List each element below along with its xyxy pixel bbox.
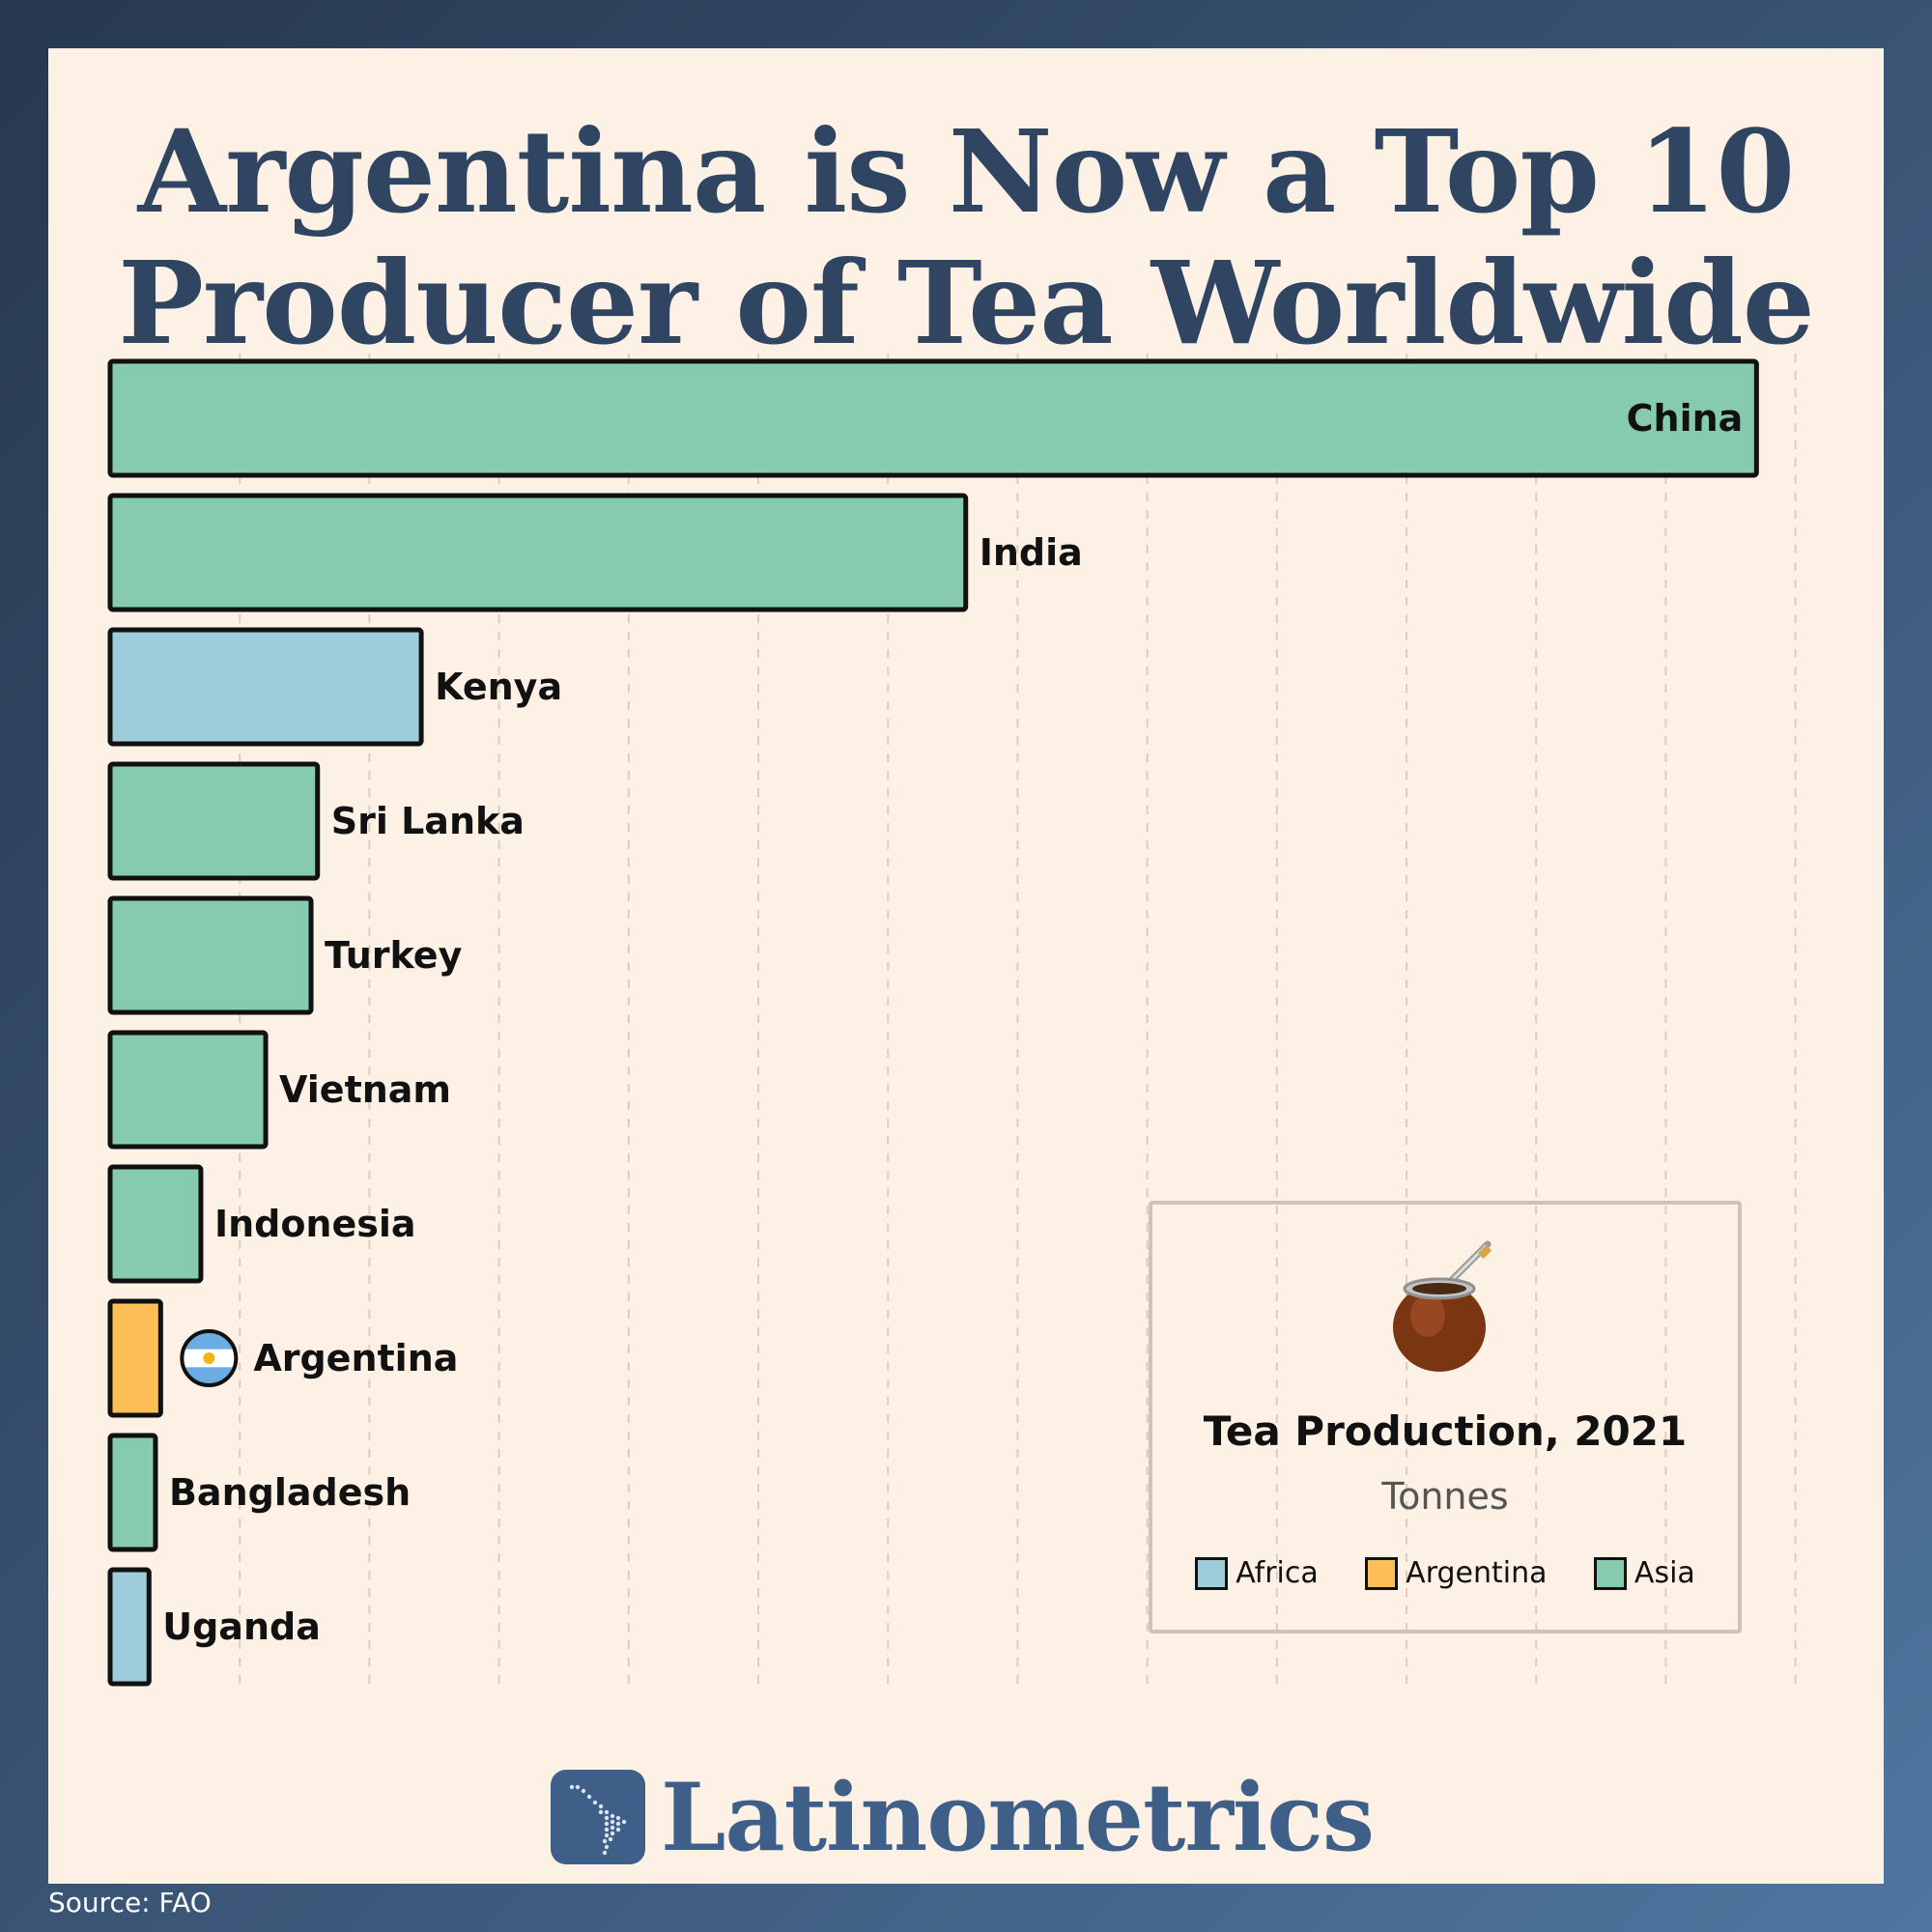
bar-labels: China India Kenya Sri Lanka Turkey Vietnam Ind…: [162, 397, 1743, 1648]
argentina-flag-icon: [180, 1329, 239, 1387]
legend-subtitle: Tonnes: [1381, 1475, 1509, 1518]
legend-title: Tea Production, 2021: [1203, 1407, 1688, 1455]
bar-label: India: [980, 531, 1083, 574]
bar-argentina: [107, 1298, 163, 1418]
legend-label-argentina: Argentina: [1406, 1556, 1548, 1590]
brand-logo-lockup: Latinometrics: [551, 1762, 1375, 1872]
bar-label: Sri Lanka: [331, 800, 525, 842]
legend-items: Africa Argentina Asia: [1152, 1556, 1738, 1590]
bar-label: Argentina: [253, 1337, 458, 1379]
bar-label: Kenya: [435, 666, 562, 708]
bar-label: Indonesia: [214, 1203, 416, 1245]
bar-chart: China India Kenya Sri Lanka Turkey Vietnam Ind…: [107, 354, 1797, 1690]
bar-bangladesh: [107, 1433, 158, 1552]
bar-label: China: [1627, 397, 1744, 440]
bar-india: [107, 493, 969, 612]
bar-label: Bangladesh: [169, 1471, 411, 1514]
bar-sri-lanka: [107, 761, 321, 881]
legend-item-argentina: Argentina: [1365, 1556, 1548, 1590]
legend-box: Tea Production, 2021 Tonnes Africa Argen…: [1149, 1201, 1742, 1634]
legend-item-africa: Africa: [1195, 1556, 1319, 1590]
source-note: Source: FAO: [48, 1887, 212, 1918]
bar-china: [107, 358, 1759, 478]
chart-card: Argentina is Now a Top 10 Producer of Te…: [48, 48, 1884, 1884]
bar-uganda: [107, 1567, 152, 1687]
mate-gourd-icon: [1393, 1240, 1492, 1372]
legend-swatch-asia: [1593, 1556, 1627, 1590]
bar-label: Turkey: [325, 934, 463, 977]
legend-swatch-argentina: [1365, 1556, 1399, 1590]
latin-america-map-icon: [551, 1770, 645, 1864]
legend-item-asia: Asia: [1593, 1556, 1695, 1590]
legend-swatch-africa: [1195, 1556, 1229, 1590]
bar-label: Vietnam: [279, 1068, 451, 1111]
title-line-2: Producer of Tea Worldwide: [118, 236, 1815, 370]
bar-label: Uganda: [162, 1605, 321, 1648]
legend-label-asia: Asia: [1634, 1556, 1695, 1590]
bars: [107, 358, 1759, 1687]
legend-label-africa: Africa: [1236, 1556, 1319, 1590]
brand-name: Latinometrics: [661, 1762, 1375, 1872]
chart-title: Argentina is Now a Top 10 Producer of Te…: [48, 106, 1884, 369]
bar-indonesia: [107, 1164, 204, 1284]
title-line-1: Argentina is Now a Top 10: [137, 104, 1796, 239]
bar-turkey: [107, 895, 314, 1015]
bar-kenya: [107, 627, 424, 747]
bar-vietnam: [107, 1030, 269, 1150]
